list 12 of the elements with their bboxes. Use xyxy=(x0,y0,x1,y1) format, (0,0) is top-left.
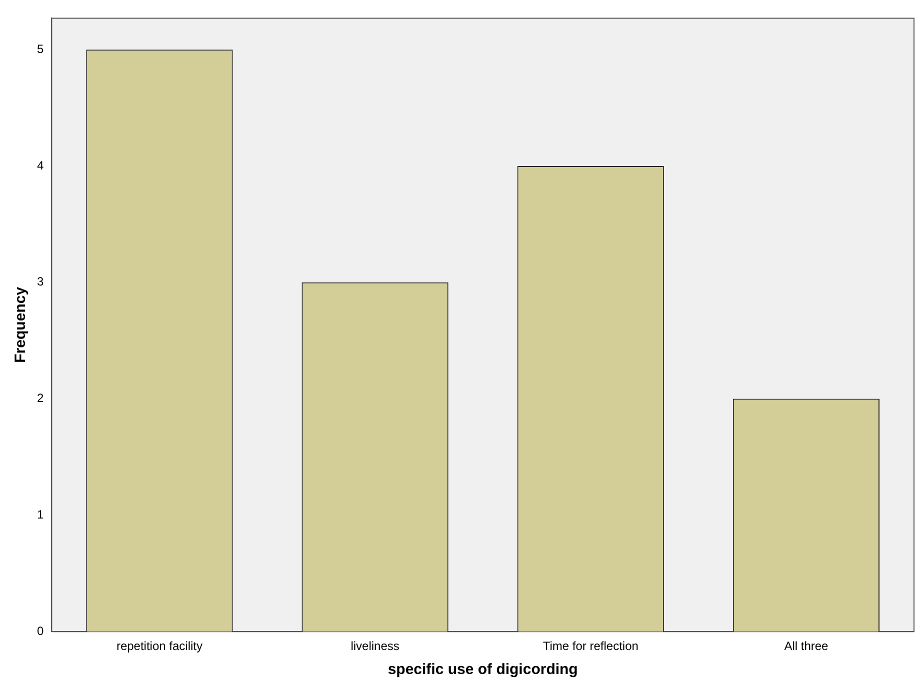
x-tick-label: Time for reflection xyxy=(542,639,638,654)
y-tick-label: 2 xyxy=(36,391,44,406)
x-axis-title: specific use of digicording xyxy=(388,661,578,678)
x-tick-label: repetition facility xyxy=(116,639,202,654)
y-axis-title: Frequency xyxy=(12,286,30,363)
x-tick-label: All three xyxy=(784,639,829,654)
y-tick-label: 4 xyxy=(36,158,44,172)
y-tick-label: 5 xyxy=(36,42,44,56)
x-tick-label: liveliness xyxy=(350,639,400,654)
y-tick-label: 0 xyxy=(36,624,44,638)
y-tick-label: 3 xyxy=(36,274,44,289)
y-tick-label: 1 xyxy=(36,508,44,522)
